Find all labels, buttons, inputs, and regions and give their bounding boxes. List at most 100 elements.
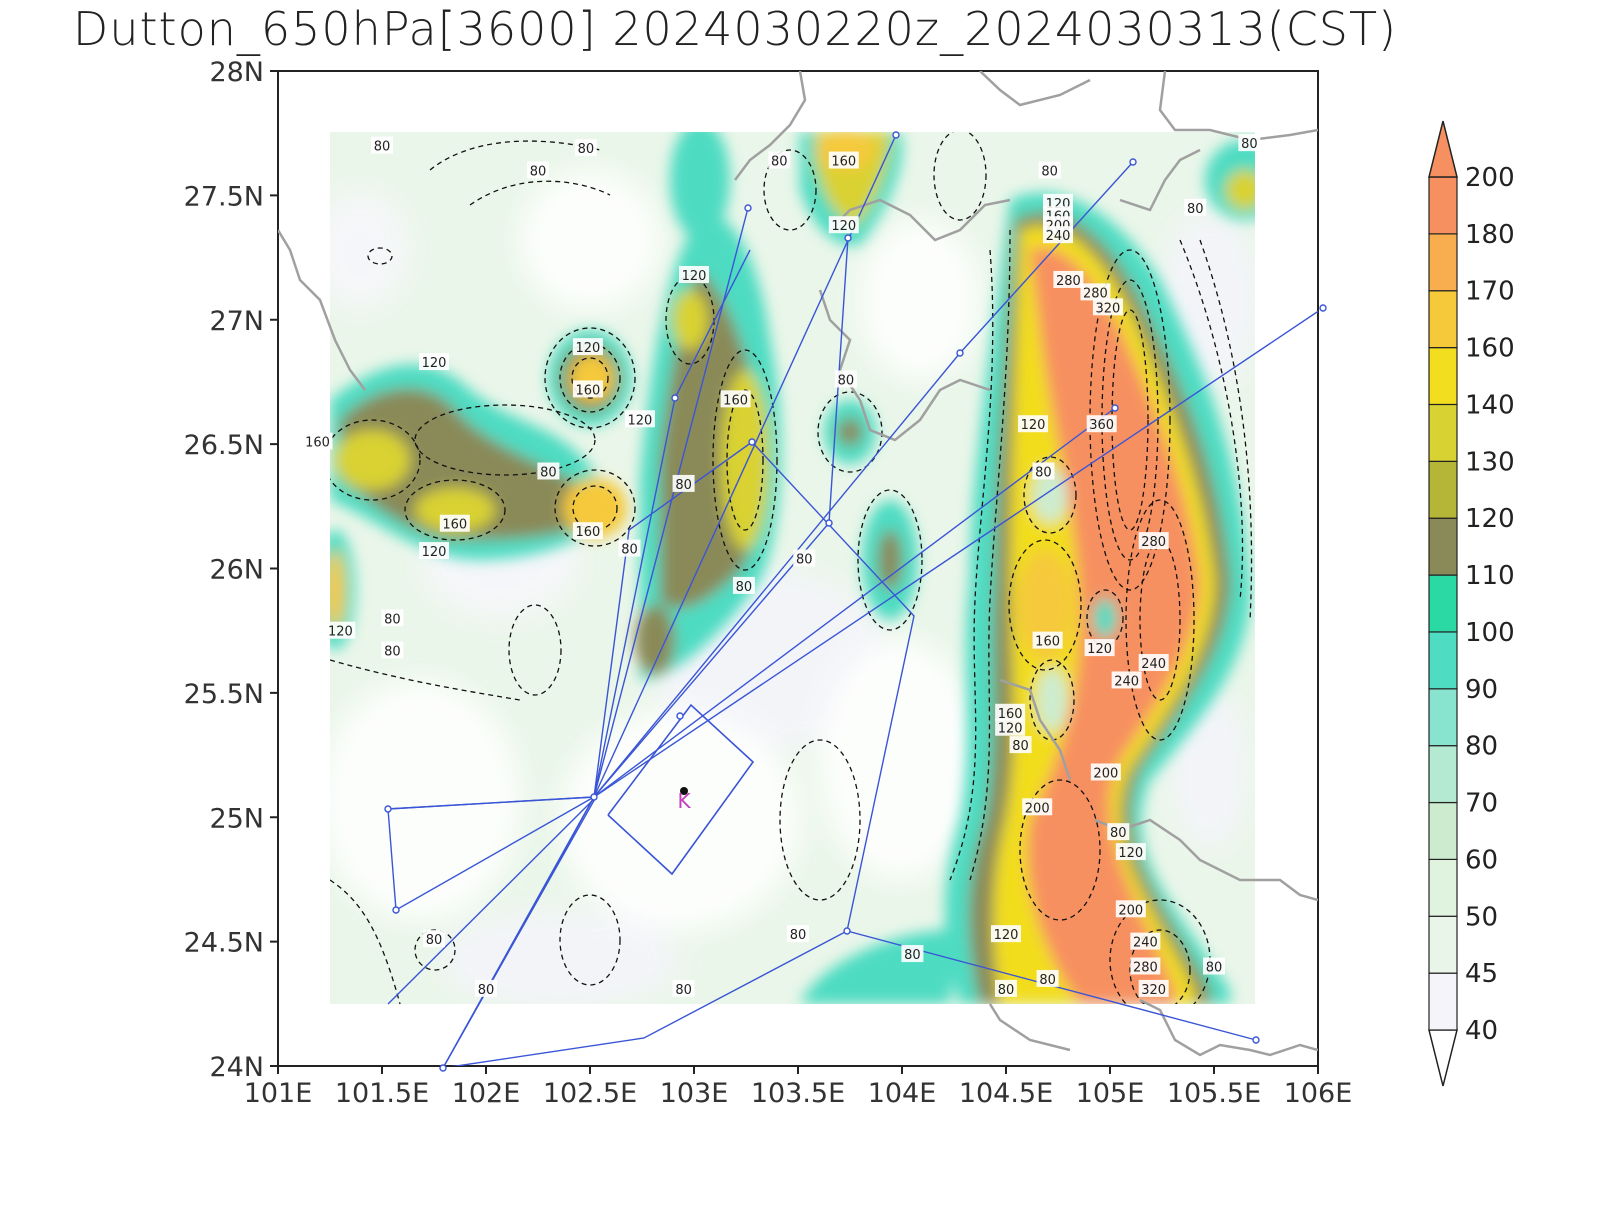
svg-text:120: 120 — [682, 269, 707, 284]
svg-text:80: 80 — [1012, 739, 1029, 754]
contour-label: 120 — [828, 216, 859, 234]
svg-text:120: 120 — [1021, 418, 1046, 433]
svg-text:120: 120 — [576, 341, 601, 356]
contour-labels: 8080808016012080120160200240808012028028… — [302, 134, 1261, 998]
colorbar-level-label: 120 — [1465, 504, 1515, 534]
contour-label: 80 — [371, 136, 393, 155]
svg-text:280: 280 — [1056, 274, 1081, 289]
contour-label: 120 — [1115, 843, 1146, 861]
svg-text:160: 160 — [1035, 635, 1060, 650]
lon-tick-label: 101E — [244, 1078, 313, 1109]
lat-tick-label: 26.5N — [184, 430, 264, 461]
svg-text:80: 80 — [1035, 465, 1052, 480]
contour-label: 160 — [302, 432, 333, 451]
svg-text:120: 120 — [628, 413, 653, 428]
contour-label: 80 — [1038, 161, 1061, 180]
contour-label: 80 — [423, 930, 445, 948]
svg-text:120: 120 — [328, 625, 353, 640]
contour-label: 80 — [787, 925, 809, 943]
contour-label: 80 — [672, 474, 695, 493]
flight-routes — [386, 134, 1318, 1066]
colorbar-swatch — [1428, 801, 1458, 860]
colorbar-level-label: 140 — [1465, 390, 1515, 420]
colorbar-level-label: 50 — [1465, 902, 1498, 932]
contour-label: 120 — [1084, 639, 1115, 657]
contour-label: 80 — [1238, 134, 1261, 152]
colorbar-over-arrow — [1428, 120, 1458, 178]
svg-text:80: 80 — [1039, 973, 1056, 988]
colorbar-level-label: 160 — [1465, 334, 1515, 364]
lon-tick-label: 106E — [1284, 1078, 1353, 1109]
contour-label: 80 — [834, 370, 857, 388]
contour-label: 280 — [1080, 283, 1111, 301]
contour-label: 120 — [1018, 415, 1049, 433]
contour-label: 80 — [537, 462, 560, 480]
colorbar-level-label: 110 — [1465, 561, 1515, 591]
contour-label: 120 — [991, 925, 1021, 943]
contour-label: 80 — [527, 161, 549, 180]
contour-label: 160 — [572, 522, 603, 540]
svg-text:320: 320 — [1096, 301, 1121, 316]
route-waypoints — [384, 131, 1327, 1072]
contour-label: 120 — [325, 621, 356, 640]
colorbar-swatch — [1428, 233, 1458, 292]
colorbar-level-label: 45 — [1465, 959, 1498, 989]
svg-text:80: 80 — [1041, 165, 1058, 180]
lat-tick-label: 25.5N — [184, 679, 264, 710]
lat-tick-label: 28N — [209, 57, 264, 88]
contour-label: 80 — [768, 151, 791, 170]
colorbar-swatch — [1428, 631, 1458, 690]
colorbar-swatch — [1428, 517, 1458, 576]
lat-tick-label: 27.5N — [184, 181, 264, 212]
svg-text:80: 80 — [1241, 137, 1258, 152]
svg-text:120: 120 — [994, 928, 1019, 943]
province-borders — [278, 71, 1318, 1057]
svg-text:200: 200 — [1118, 903, 1143, 918]
colorbar-swatch — [1428, 176, 1458, 235]
svg-text:80: 80 — [675, 478, 692, 493]
colorbar-swatch — [1428, 745, 1458, 804]
svg-text:160: 160 — [831, 155, 856, 170]
colorbar-level-label: 70 — [1465, 789, 1498, 819]
contour-label: 280 — [1138, 532, 1169, 550]
svg-text:240: 240 — [1114, 674, 1139, 689]
svg-text:80: 80 — [1187, 202, 1204, 217]
svg-text:80: 80 — [384, 612, 401, 627]
lon-tick-label: 102.5E — [543, 1078, 637, 1109]
svg-text:80: 80 — [675, 983, 692, 998]
lat-tick-label: 27N — [209, 306, 264, 337]
svg-text:160: 160 — [723, 393, 748, 408]
contour-label: 80 — [1032, 462, 1055, 480]
svg-text:80: 80 — [904, 948, 921, 963]
svg-text:80: 80 — [838, 373, 855, 388]
contour-label: 80 — [672, 979, 695, 998]
colorbar-swatch — [1428, 574, 1458, 633]
contour-label: 120 — [624, 410, 655, 428]
contour-label: 80 — [1107, 823, 1130, 841]
svg-text:120: 120 — [422, 356, 447, 371]
svg-text:160: 160 — [998, 707, 1023, 722]
contour-label: 160 — [1032, 631, 1063, 650]
svg-text:80: 80 — [1206, 961, 1223, 976]
colorbar: 40 45 50 60 70 80 90 100 110 120 130 140 160 170 180 20… — [1428, 120, 1515, 1087]
map-axes: 101E 101.5E 102E 102.5E 103E 103.5E 104E 104.5E… — [184, 57, 1353, 1109]
lon-tick-label: 104E — [868, 1078, 937, 1109]
contour-label: 80 — [475, 979, 497, 998]
colorbar-level-label: 60 — [1465, 845, 1498, 875]
colorbar-swatch — [1428, 460, 1458, 519]
contour-label: 80 — [1184, 198, 1207, 217]
colorbar-swatch — [1428, 347, 1458, 406]
svg-text:80: 80 — [578, 142, 595, 157]
contour-label: 200 — [1022, 798, 1053, 816]
colorbar-swatch — [1428, 688, 1458, 747]
colorbar-swatch — [1428, 403, 1458, 462]
colorbar-swatch — [1428, 972, 1458, 1031]
svg-text:200: 200 — [1093, 766, 1118, 781]
lat-tick-label: 26N — [209, 555, 264, 586]
contour-label: 160 — [439, 514, 470, 533]
lon-tick-label: 103E — [660, 1078, 729, 1109]
svg-text:80: 80 — [478, 983, 495, 998]
colorbar-level-label: 180 — [1465, 220, 1515, 250]
contour-label: 360 — [1086, 415, 1117, 433]
contour-label: 120 — [679, 265, 709, 284]
